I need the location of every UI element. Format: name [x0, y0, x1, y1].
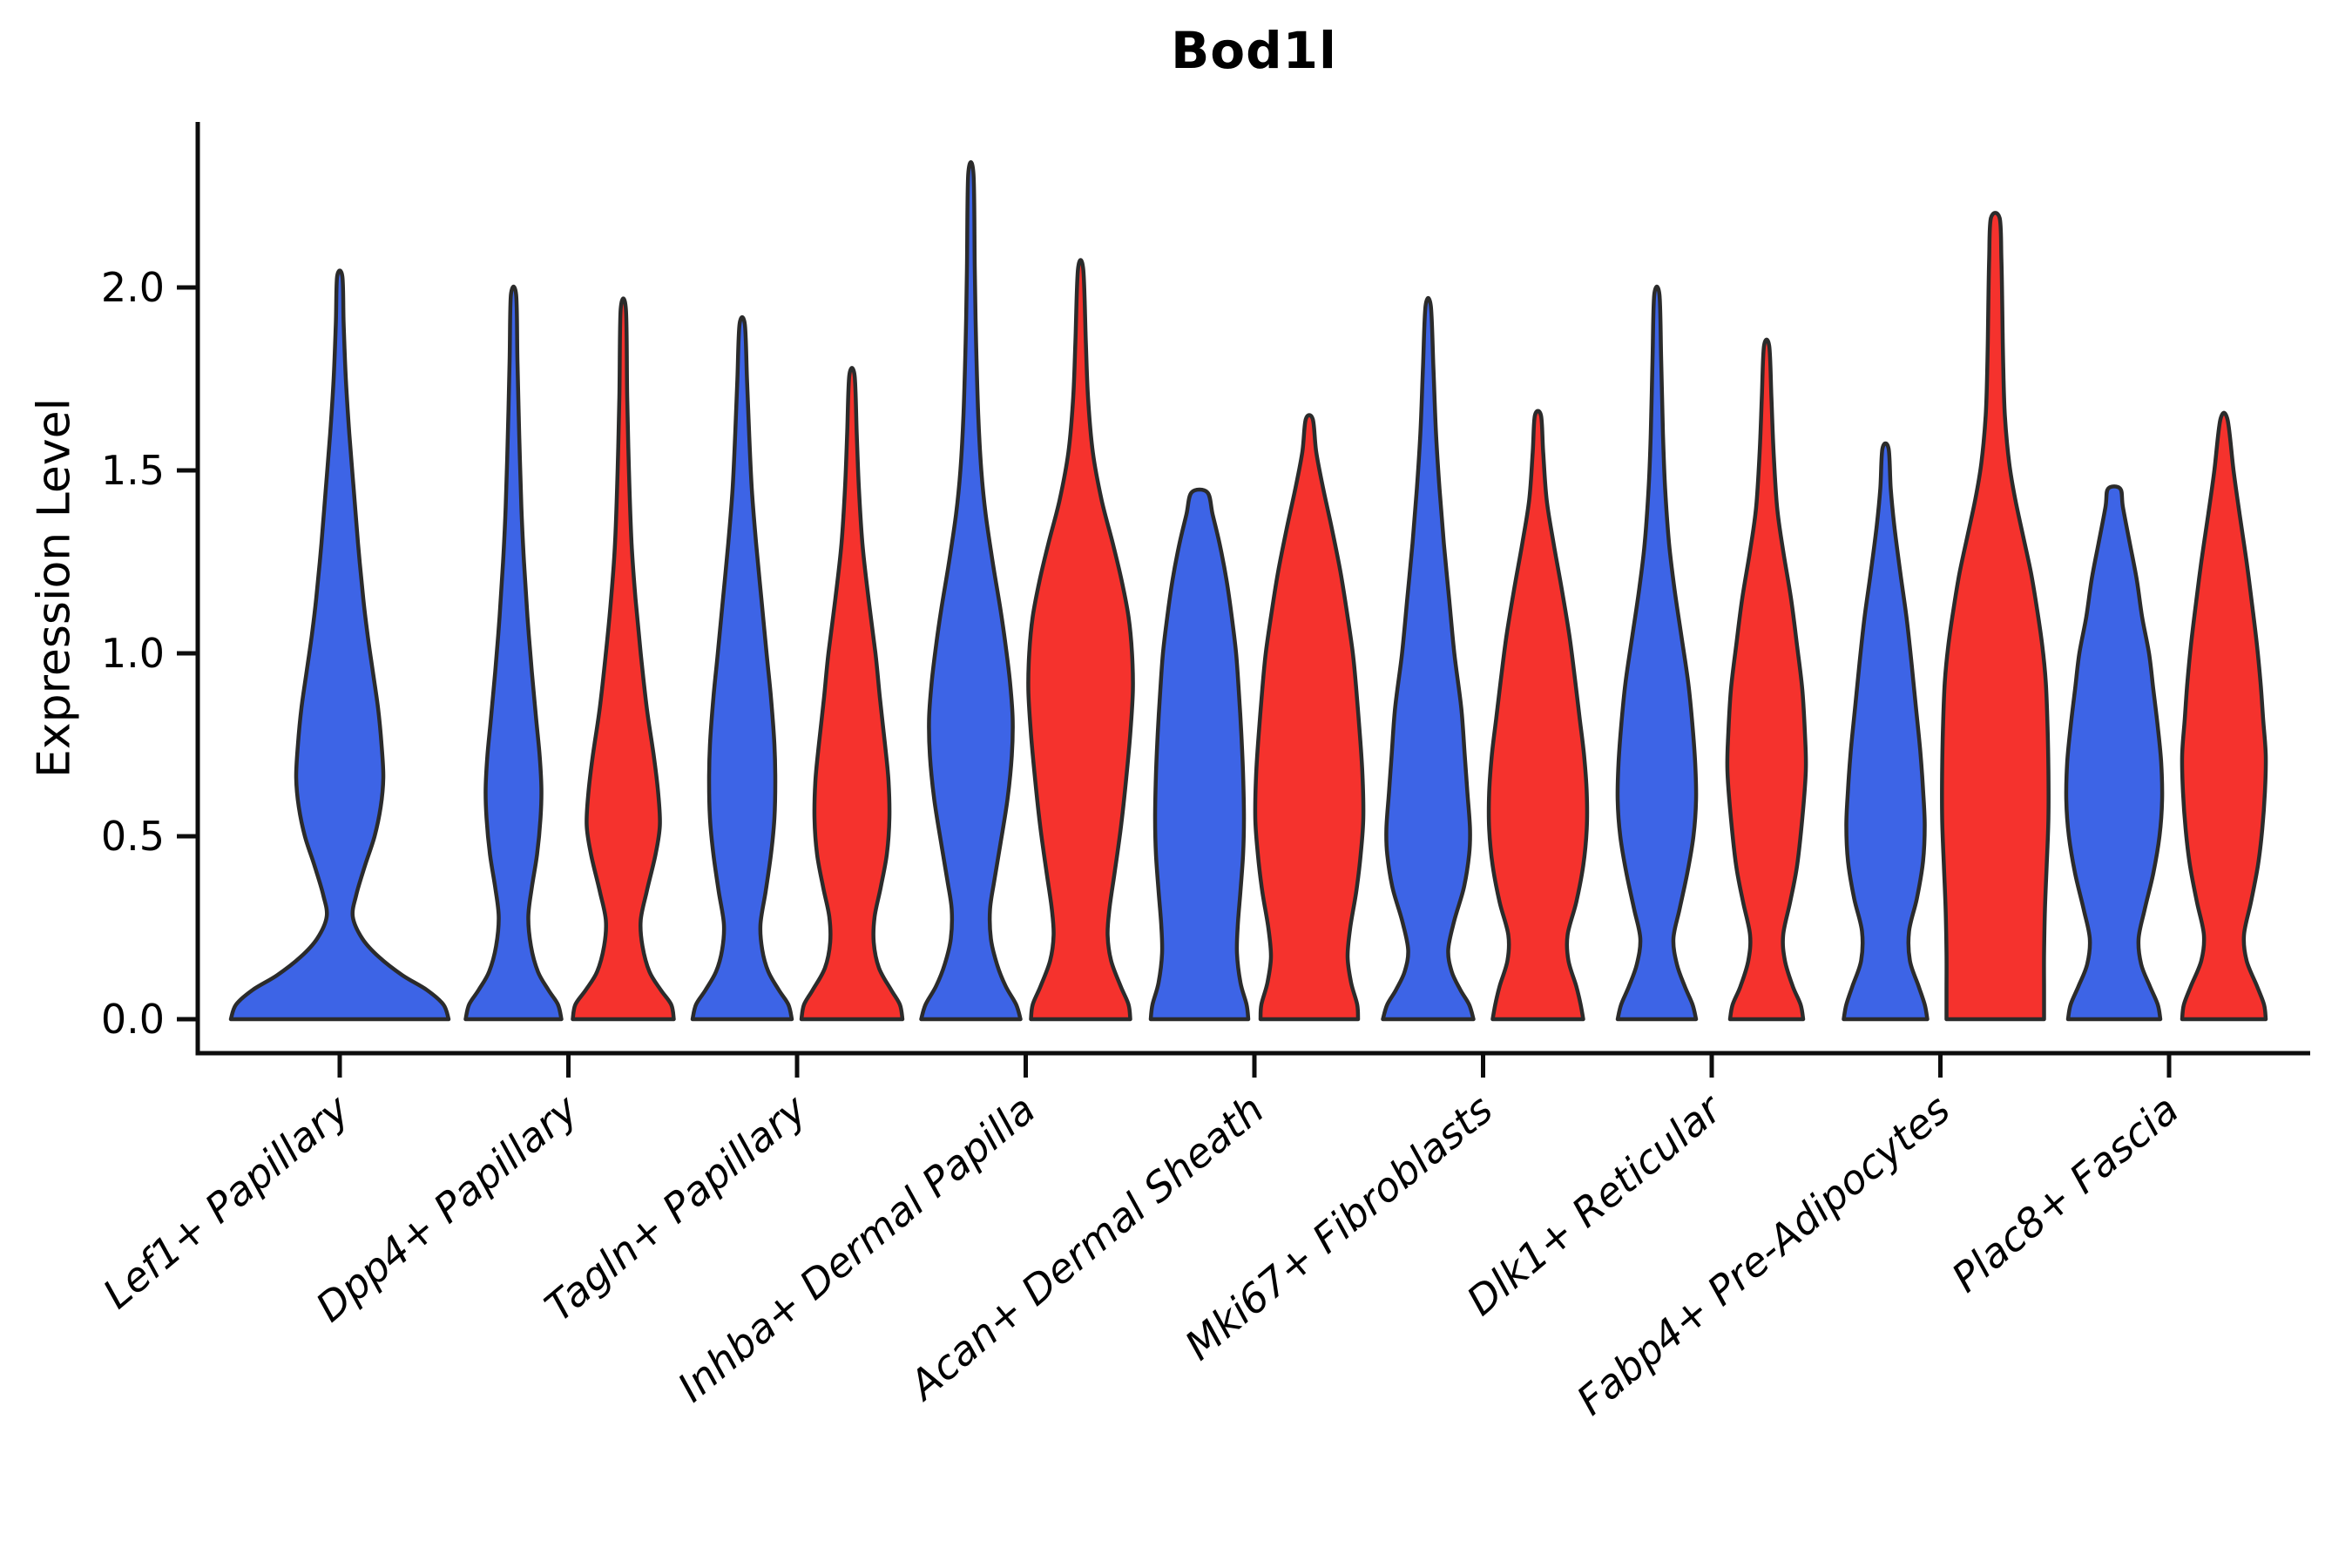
y-axis-label: Expression Level [28, 397, 81, 779]
violin-fabp4-pre-adipocytes-blue [1842, 441, 1930, 1022]
violin-inhba-dermal-papilla-blue [919, 159, 1023, 1022]
violin-acan-dermal-sheath-red [1253, 413, 1366, 1022]
violin-lef1-papillary-blue [228, 268, 451, 1022]
x-tick-label: Lef1+ Papillary [94, 1085, 359, 1318]
violin-plac8-fascia-red [2180, 410, 2268, 1022]
violin-plac8-fascia-blue [2064, 484, 2165, 1022]
violin-fabp4-pre-adipocytes-red [1940, 211, 2051, 1022]
violin-mki67-fibroblasts-blue [1381, 295, 1476, 1022]
y-tick-label: 2.0 [101, 264, 165, 311]
violin-dlk1-reticular-blue [1615, 284, 1699, 1022]
y-tick-label: 1.0 [101, 630, 165, 677]
y-tick-label: 0.0 [101, 996, 165, 1043]
x-tick-label: Inhba+ Dermal Papilla [669, 1085, 1044, 1411]
violin-dlk1-reticular-red [1725, 337, 1808, 1022]
chart-title: Bod1l [1171, 21, 1337, 80]
x-tick-label: Fabp4+ Pre-Adipocytes [1568, 1085, 1959, 1424]
violin-inhba-dermal-papilla-red [1026, 258, 1135, 1022]
violin-tagln-papillary-red [799, 366, 905, 1022]
y-tick-label: 1.5 [101, 447, 165, 494]
violin-mki67-fibroblasts-red [1486, 409, 1590, 1022]
violin-dpp4-papillary-blue [463, 284, 564, 1022]
y-tick-label: 0.5 [101, 813, 165, 860]
violin-dpp4-papillary-red [571, 296, 676, 1022]
x-tick-label: Plac8+ Fascia [1943, 1085, 2187, 1301]
violin-acan-dermal-sheath-blue [1148, 487, 1251, 1022]
violin-tagln-papillary-blue [690, 314, 794, 1022]
